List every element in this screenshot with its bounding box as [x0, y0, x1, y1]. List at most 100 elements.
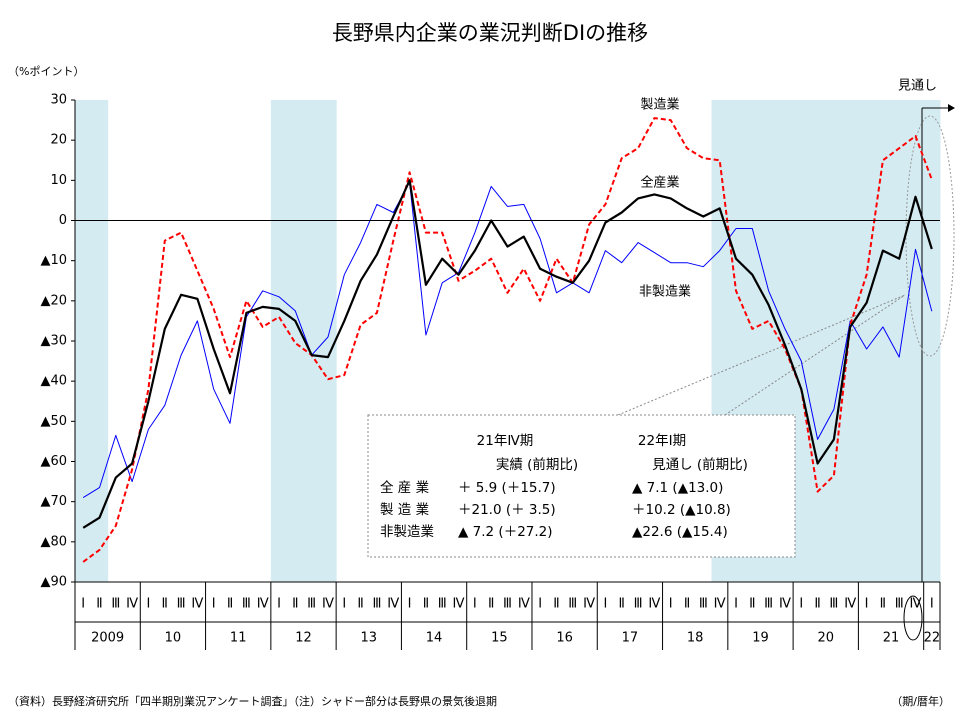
- highlight-ellipse: [903, 595, 923, 641]
- series-label: 全産業: [640, 175, 679, 191]
- shade-band: [874, 100, 892, 582]
- x-tick-label: Ⅰ: [147, 597, 151, 612]
- x-tick-label: Ⅱ: [162, 597, 168, 612]
- y-tick-label: ▲50: [40, 414, 67, 429]
- x-tick-label: Ⅱ: [227, 597, 233, 612]
- x-tick-label: Ⅳ: [583, 597, 595, 612]
- x-tick-label: Ⅳ: [779, 597, 791, 612]
- table-cell: ▲22.6 (▲15.4): [632, 524, 728, 540]
- x-tick-label: Ⅲ: [699, 597, 708, 612]
- y-tick-label: 0: [59, 213, 67, 228]
- x-tick-label: Ⅰ: [212, 597, 216, 612]
- x-tick-label: Ⅳ: [844, 597, 856, 612]
- year-label: 14: [426, 631, 443, 646]
- x-tick-label: Ⅲ: [568, 597, 577, 612]
- forecast-label: 見通し: [898, 79, 937, 94]
- x-tick-label: Ⅲ: [503, 597, 512, 612]
- table-row-label: 製 造 業: [380, 502, 430, 518]
- x-tick-label: Ⅳ: [387, 597, 399, 612]
- series-line: [82, 181, 933, 499]
- x-tick-label: Ⅰ: [604, 597, 608, 612]
- x-tick-label: Ⅱ: [619, 597, 625, 612]
- year-label: 10: [165, 631, 182, 646]
- y-tick-label: ▲10: [40, 253, 67, 268]
- y-tick-label: ▲30: [40, 334, 67, 349]
- x-tick-label: Ⅱ: [880, 597, 886, 612]
- x-tick-label: Ⅱ: [357, 597, 363, 612]
- y-tick-label: ▲40: [40, 374, 67, 389]
- table-row-label: 全 産 業: [380, 479, 430, 496]
- x-tick-label: Ⅰ: [277, 597, 281, 612]
- x-tick-label: Ⅲ: [242, 597, 251, 612]
- x-tick-label: Ⅱ: [814, 597, 820, 612]
- x-tick-label: Ⅱ: [488, 597, 494, 612]
- year-label: 17: [622, 631, 639, 646]
- x-tick-label: Ⅰ: [734, 597, 738, 612]
- x-tick-label: Ⅳ: [910, 597, 922, 612]
- x-tick-label: Ⅱ: [553, 597, 559, 612]
- shade-band: [91, 100, 109, 582]
- x-tick-label: Ⅳ: [518, 597, 530, 612]
- y-axis-unit: （%ポイント）: [8, 65, 84, 78]
- x-tick-label: Ⅰ: [473, 597, 477, 612]
- x-tick-label: Ⅲ: [372, 597, 381, 612]
- year-label: 15: [491, 631, 508, 646]
- x-tick-label: Ⅲ: [177, 597, 186, 612]
- year-label: 11: [230, 631, 247, 646]
- x-tick-label: Ⅲ: [438, 597, 447, 612]
- source-note: （資料）長野経済研究所「四半期別業況アンケート調査」（注）シャドー部分は長野県の…: [8, 694, 497, 708]
- x-tick-label: Ⅲ: [307, 597, 316, 612]
- table-column: 実績 (前期比): [496, 456, 578, 473]
- shade-band: [270, 100, 288, 582]
- x-tick-label: Ⅳ: [126, 597, 138, 612]
- x-tick-label: Ⅱ: [423, 597, 429, 612]
- x-tick-label: Ⅱ: [96, 597, 102, 612]
- series-line: [82, 179, 933, 529]
- x-tick-label: Ⅰ: [538, 597, 542, 612]
- x-tick-label: Ⅰ: [865, 597, 869, 612]
- x-tick-label: Ⅰ: [930, 597, 934, 612]
- x-tick-label: Ⅰ: [342, 597, 346, 612]
- highlight-ellipse: [905, 115, 955, 357]
- table-period: 21年Ⅳ期: [477, 433, 534, 449]
- chart-title: 長野県内企業の業況判断DIの推移: [332, 21, 648, 45]
- year-label: 20: [817, 631, 834, 646]
- forecast-arrowhead: [948, 104, 955, 112]
- shade-band: [825, 100, 843, 582]
- shade-band: [809, 100, 827, 582]
- x-tick-label: Ⅱ: [292, 597, 298, 612]
- y-tick-label: ▲90: [40, 575, 67, 590]
- shade-band: [842, 100, 859, 582]
- x-tick-label: Ⅳ: [648, 597, 660, 612]
- year-label: 13: [361, 631, 378, 646]
- x-tick-label: Ⅲ: [895, 597, 904, 612]
- x-tick-label: Ⅰ: [799, 597, 803, 612]
- x-tick-label: Ⅱ: [684, 597, 690, 612]
- x-tick-label: Ⅳ: [322, 597, 334, 612]
- table-cell: ＋10.2 (▲10.8): [632, 502, 731, 518]
- year-label: 18: [687, 631, 704, 646]
- x-tick-label: Ⅳ: [257, 597, 269, 612]
- x-axis-unit: （期/暦年）: [891, 694, 950, 708]
- year-label: 12: [295, 631, 312, 646]
- year-label: 2009: [91, 631, 124, 646]
- shade-band: [891, 100, 908, 582]
- year-label: 16: [556, 631, 573, 646]
- y-tick-label: ▲70: [40, 494, 67, 509]
- table-period: 22年Ⅰ期: [638, 433, 686, 449]
- shade-band: [287, 100, 304, 582]
- series-label: 非製造業: [639, 284, 691, 300]
- summary-box: [367, 414, 796, 558]
- table-cell: ▲ 7.1 (▲13.0): [632, 480, 723, 496]
- x-tick-label: Ⅲ: [634, 597, 643, 612]
- y-tick-label: 30: [50, 93, 67, 108]
- shade-band: [923, 100, 941, 582]
- x-tick-label: Ⅰ: [408, 597, 412, 612]
- table-cell: ＋ 5.9 (＋15.7): [458, 480, 556, 496]
- year-label: 22: [924, 631, 941, 646]
- shade-band: [75, 100, 92, 582]
- y-tick-label: 10: [50, 173, 67, 188]
- x-tick-label: Ⅲ: [829, 597, 838, 612]
